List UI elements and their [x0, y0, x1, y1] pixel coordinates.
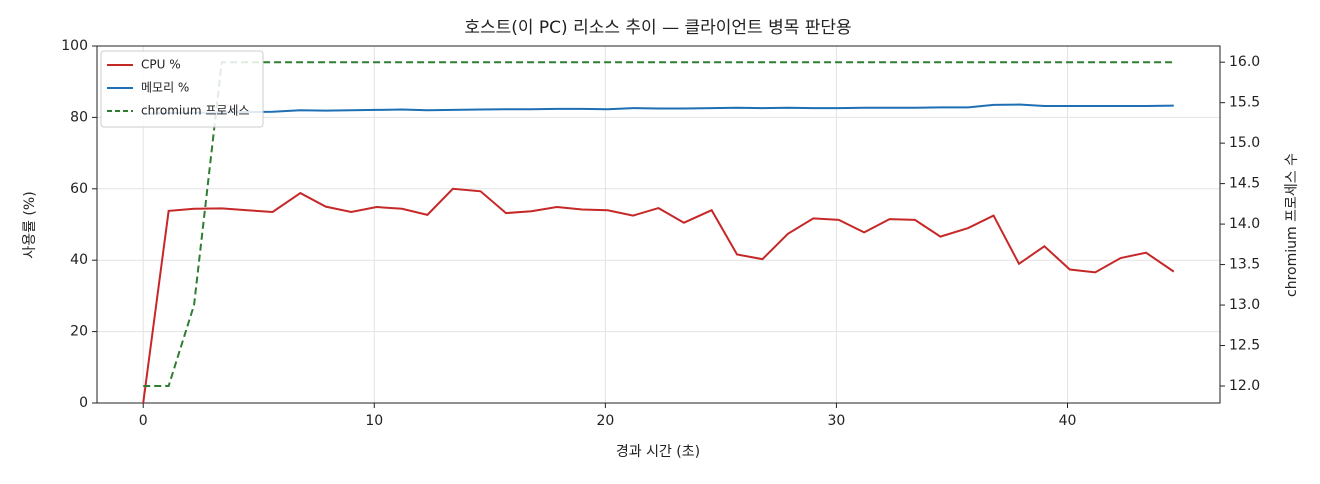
y-tick-label: 40: [70, 252, 88, 268]
legend-label: 메모리 %: [141, 81, 189, 95]
x-tick-label: 0: [139, 413, 148, 429]
legend-label: chromium 프로세스: [141, 104, 250, 118]
y2-tick-label: 12.5: [1229, 338, 1260, 354]
y2-tick-label: 14.0: [1229, 216, 1260, 232]
chart-title: 호스트(이 PC) 리소스 추이 — 클라이언트 병목 판단용: [464, 18, 851, 38]
data-line: [143, 61, 1174, 387]
y-axis-label: 사용률 (%): [22, 191, 38, 258]
legend-label: CPU %: [141, 58, 181, 72]
y2-tick-label: 12.0: [1229, 378, 1260, 394]
x-tick-label: 30: [828, 413, 846, 429]
x-axis-label: 경과 시간 (초): [616, 444, 700, 460]
data-line: [143, 103, 1174, 115]
x-tick-label: 10: [365, 413, 383, 429]
y-tick-label: 60: [70, 181, 88, 197]
y2-tick-label: 13.5: [1229, 257, 1260, 273]
y2-tick-label: 14.5: [1229, 176, 1260, 192]
x-tick-label: 40: [1059, 413, 1077, 429]
y2-tick-label: 15.0: [1229, 135, 1260, 151]
y2-tick-label: 15.5: [1229, 95, 1260, 111]
data-line: [142, 187, 1175, 404]
x-tick-label: 20: [596, 413, 614, 429]
y2-axis-label: chromium 프로세스 수: [1284, 153, 1300, 297]
y-tick-label: 80: [70, 109, 88, 125]
legend-box: [100, 50, 264, 128]
y2-tick-label: 13.0: [1229, 297, 1260, 313]
y2-tick-label: 16.0: [1229, 54, 1260, 70]
y-tick-label: 100: [61, 38, 88, 54]
y-tick-label: 0: [79, 395, 88, 411]
y-tick-label: 20: [70, 324, 88, 340]
plot-frame: [96, 45, 1221, 404]
